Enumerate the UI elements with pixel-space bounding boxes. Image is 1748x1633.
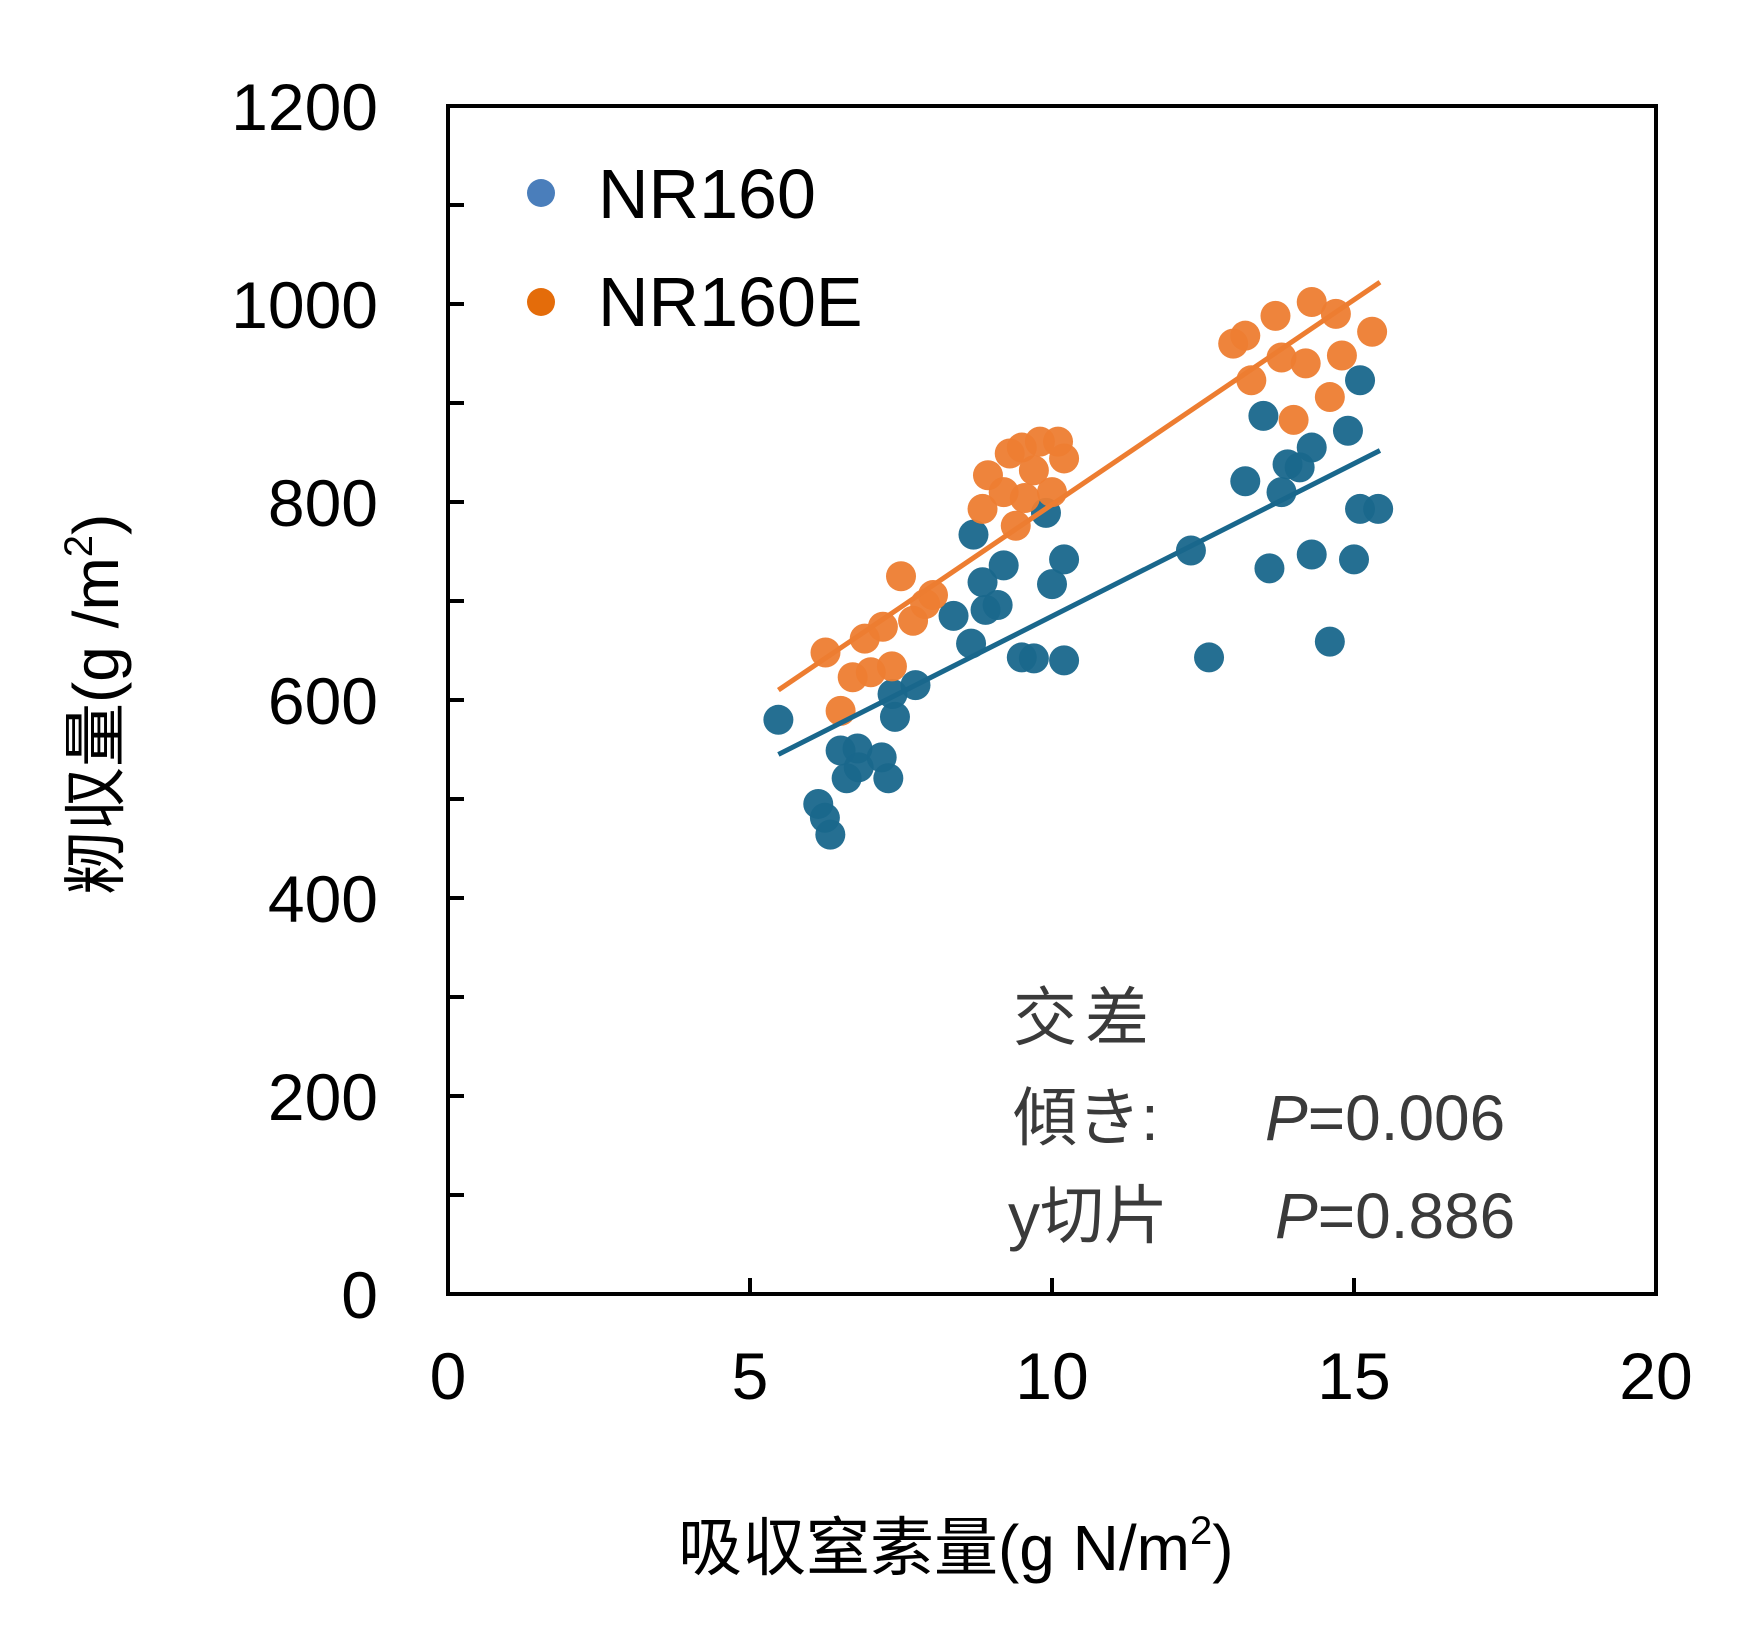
y-tick-label: 1200: [231, 70, 378, 144]
data-point: [988, 550, 1019, 581]
annotation-slope-label: 傾き:: [1013, 1082, 1159, 1154]
data-point: [938, 600, 969, 631]
data-point: [873, 763, 904, 794]
data-point: [1345, 365, 1376, 396]
legend-marker-nr160e: [527, 288, 555, 316]
data-point: [1009, 483, 1040, 514]
data-point: [1332, 415, 1363, 446]
x-tick-label: 20: [1619, 1339, 1692, 1413]
annotation-intercept-p: P=0.886: [1275, 1180, 1515, 1252]
x-axis-title: 吸収窒素量(g N/m2): [678, 1509, 1234, 1584]
legend: NR160 NR160E: [527, 155, 863, 341]
data-point: [1018, 643, 1049, 674]
series-nr160: [763, 365, 1394, 850]
series-nr160e: [810, 287, 1388, 726]
data-point: [876, 651, 907, 682]
data-point: [763, 704, 794, 735]
x-tick-label: 10: [1015, 1339, 1088, 1413]
data-point: [843, 752, 874, 783]
statistics-annotation: 交差 傾き: P=0.006 y切片 P=0.886: [1008, 982, 1515, 1252]
y-tick-label: 600: [268, 664, 378, 738]
legend-label-nr160e: NR160E: [598, 263, 863, 341]
y-tick-label: 0: [341, 1258, 378, 1332]
data-point: [967, 567, 998, 598]
data-point: [810, 637, 841, 668]
x-tick-label: 0: [430, 1339, 467, 1413]
data-point: [1363, 493, 1394, 524]
data-point: [1296, 287, 1327, 318]
annotation-intercept-label: y切片: [1008, 1180, 1168, 1252]
data-point: [1339, 544, 1369, 575]
data-point: [1049, 645, 1080, 676]
data-point: [1314, 626, 1345, 657]
fit-line-nr160e: [776, 280, 1382, 693]
data-point: [1230, 466, 1261, 497]
data-point: [1260, 300, 1291, 331]
data-point: [1230, 320, 1261, 351]
data-point: [1248, 400, 1279, 431]
data-point: [867, 611, 898, 642]
data-point: [1037, 569, 1067, 600]
annotation-heading: 交差: [1013, 982, 1157, 1054]
data-point: [815, 819, 846, 850]
data-point: [1326, 340, 1357, 371]
data-point: [879, 701, 910, 732]
y-tick-label: 800: [268, 466, 378, 540]
data-point: [1049, 544, 1080, 575]
data-point: [1278, 404, 1309, 435]
data-point: [1266, 477, 1297, 508]
data-point: [1357, 316, 1388, 347]
data-point: [1266, 342, 1297, 373]
data-point: [1314, 382, 1345, 413]
data-point: [1254, 553, 1285, 584]
annotation-slope-p: P=0.006: [1265, 1082, 1505, 1154]
legend-label-nr160: NR160: [598, 155, 816, 233]
data-point: [982, 589, 1013, 620]
data-point: [1296, 539, 1327, 570]
fit-line-nr160: [777, 448, 1382, 757]
data-point: [958, 519, 989, 550]
data-point: [886, 561, 916, 592]
data-point: [1049, 443, 1080, 474]
legend-marker-nr160: [527, 179, 555, 207]
y-tick-label: 200: [268, 1060, 378, 1134]
data-point: [967, 493, 998, 524]
plot-frame: [446, 104, 1658, 1296]
data-point: [1290, 348, 1321, 379]
data-point: [1018, 455, 1049, 486]
data-point: [1296, 432, 1327, 463]
y-tick-label: 400: [268, 862, 378, 936]
data-point: [1194, 642, 1225, 673]
x-tick-label: 15: [1317, 1339, 1390, 1413]
y-axis-title: 籾収量(g /m2): [57, 514, 132, 895]
x-tick-label: 5: [732, 1339, 769, 1413]
y-tick-label: 1000: [231, 268, 378, 342]
